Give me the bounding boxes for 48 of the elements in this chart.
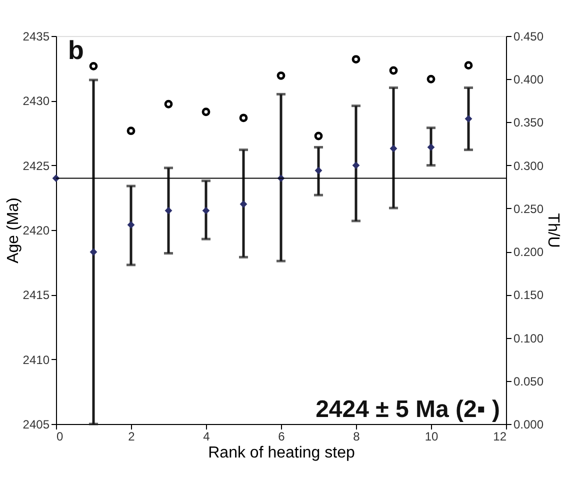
point [127, 221, 135, 229]
point [314, 166, 322, 174]
x-tick-label: 8 [353, 430, 360, 444]
y-tick-label: 2420 [22, 224, 50, 238]
y2-tick-label: 0.100 [514, 331, 544, 346]
point [426, 74, 436, 84]
y2-tick-label: 0.150 [514, 288, 544, 302]
y-tick-label: 2430 [22, 94, 50, 108]
x-tick-label: 6 [278, 430, 286, 444]
point [464, 61, 473, 70]
point [202, 108, 210, 116]
y2-tick-label: 0.350 [514, 116, 544, 130]
x-tick-label: 0 [56, 430, 64, 444]
point [390, 144, 398, 152]
x-tick-label: 2 [128, 430, 136, 444]
y2-tick-label: 0.200 [514, 245, 544, 260]
x-tick-label: 10 [424, 430, 438, 444]
x-tick-label: 4 [203, 430, 210, 444]
y-tick-label: 2425 [22, 158, 50, 173]
point [90, 248, 98, 256]
point [276, 71, 286, 80]
point [352, 162, 360, 170]
y-tick-label: 2415 [22, 288, 50, 302]
point [164, 206, 172, 214]
y2-axis-title: Th/U [544, 213, 562, 248]
point [240, 200, 248, 208]
point [314, 132, 323, 140]
y2-tick-label: 0.450 [514, 30, 544, 44]
point [352, 55, 360, 64]
y2-tick-label: 0.250 [514, 202, 544, 216]
point [89, 62, 98, 70]
x-tick-label: 12 [493, 430, 507, 444]
point [164, 100, 173, 108]
y-axis-title: Age (Ma) [4, 198, 22, 264]
annotation: 2424 ± 5 Ma (2▪ ) [316, 396, 500, 423]
point [126, 126, 136, 136]
y-tick-label: 2410 [22, 352, 50, 367]
y2-tick-label: 0.000 [514, 418, 544, 432]
point [202, 206, 210, 214]
y-tick-label: 2405 [22, 418, 50, 432]
point [239, 114, 248, 122]
x-axis-title: Rank of heating step [208, 444, 355, 462]
y2-tick-label: 0.300 [514, 158, 544, 173]
point [389, 66, 398, 75]
y2-tick-label: 0.050 [514, 374, 544, 388]
annotation: b [68, 35, 84, 65]
y-tick-label: 2435 [22, 30, 50, 44]
y2-tick-label: 0.400 [514, 72, 544, 87]
